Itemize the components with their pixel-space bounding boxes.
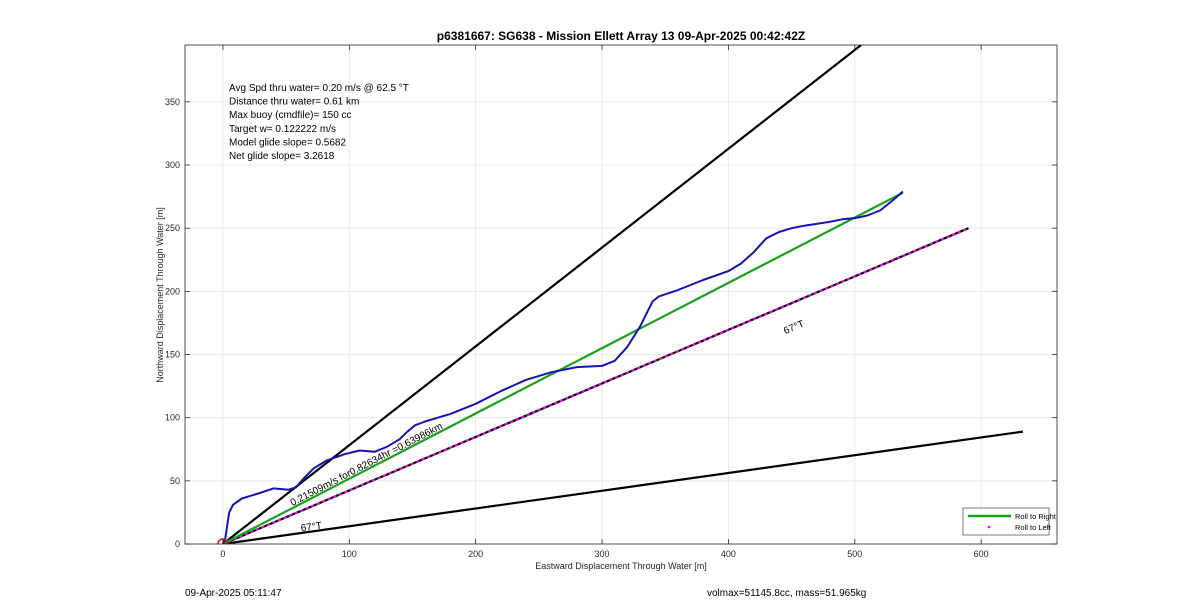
y-tick-label: 250	[165, 223, 180, 233]
y-tick-label: 150	[165, 350, 180, 360]
y-tick-label: 300	[165, 160, 180, 170]
info-line: Net glide slope= 3.2618	[229, 151, 335, 162]
info-line: Max buoy (cmdfile)= 150 cc	[229, 110, 352, 121]
x-tick-label: 100	[342, 549, 357, 559]
info-text-block: Avg Spd thru water= 0.20 m/s @ 62.5 °T Di…	[229, 83, 409, 162]
annotation-label: 67°T	[300, 520, 323, 534]
footer-timestamp: 09-Apr-2025 05:11:47	[185, 588, 282, 599]
x-tick-label: 400	[721, 549, 736, 559]
roll-to-right-line	[222, 191, 904, 544]
track-line	[221, 190, 904, 544]
legend: Roll to Right Roll to Left	[962, 507, 1057, 536]
y-tick-label: 50	[170, 476, 180, 486]
x-tick-label: 200	[468, 549, 483, 559]
y-tick-label: 0	[175, 539, 180, 549]
x-tick-label: 500	[847, 549, 862, 559]
y-tick-label: 100	[165, 413, 180, 423]
info-line: Target w= 0.122222 m/s	[229, 124, 336, 135]
legend-label-roll-left: Roll to Left	[1015, 523, 1052, 532]
y-tick-label: 350	[165, 97, 180, 107]
axes-frame	[184, 44, 1058, 545]
legend-label-roll-right: Roll to Right	[1015, 512, 1057, 521]
roll-to-left-line	[222, 227, 969, 544]
y-axis-label: Northward Displacement Through Water [m]	[155, 207, 165, 383]
legend-swatch-roll-left	[987, 525, 991, 529]
x-tick-label: 300	[595, 549, 610, 559]
info-line: Avg Spd thru water= 0.20 m/s @ 62.5 °T	[229, 83, 409, 94]
footer-volmax-mass: volmax=51145.8cc, mass=51.965kg	[707, 588, 867, 599]
reference-line-steep	[222, 45, 862, 544]
legend-box	[962, 507, 1050, 536]
info-line: Distance thru water= 0.61 km	[229, 97, 359, 108]
x-tick-label: 0	[220, 549, 225, 559]
reference-line-shallow	[222, 430, 1024, 544]
x-axis-label: Eastward Displacement Through Water [m]	[535, 561, 707, 571]
y-tick-label: 200	[165, 286, 180, 296]
plot-lines	[217, 45, 1024, 544]
info-line: Model glide slope= 0.5682	[229, 137, 346, 148]
chart-title: p6381667: SG638 - Mission Ellett Array 1…	[437, 29, 805, 43]
axis-ticks: 0 100 200 300 400 500 600 0 50 100 150 200 250 300 350	[165, 45, 1057, 559]
x-tick-label: 600	[974, 549, 989, 559]
